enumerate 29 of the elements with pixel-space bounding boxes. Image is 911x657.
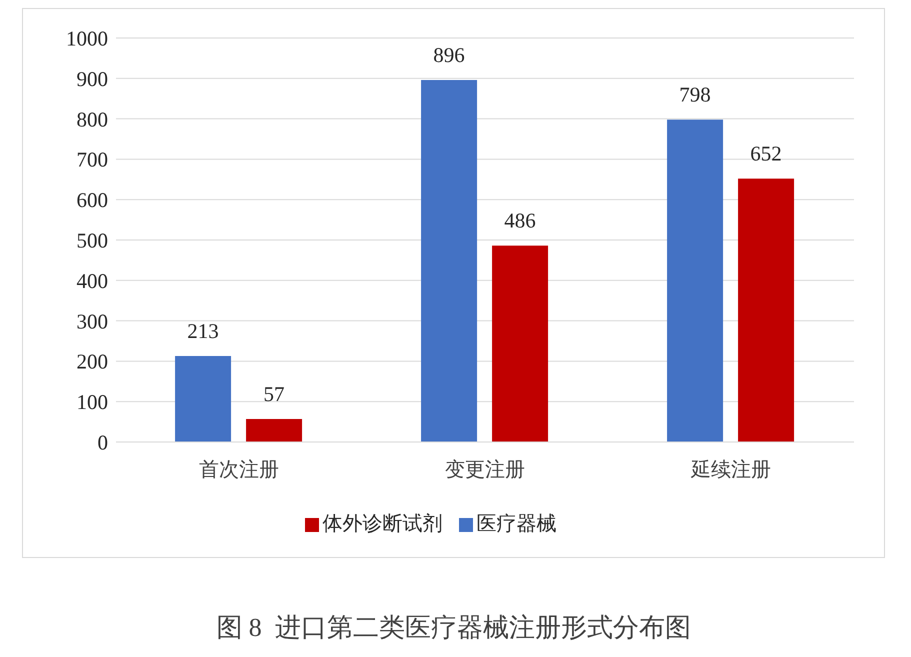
y-tick-label: 0: [98, 430, 108, 454]
x-tick-label: 首次注册: [199, 457, 279, 482]
bar: [421, 80, 478, 442]
y-tick-label: 900: [76, 66, 108, 91]
y-tick-label: 300: [76, 309, 108, 334]
legend-label: 医疗器械: [476, 511, 556, 535]
y-tick-label: 600: [76, 188, 108, 212]
y-tick-label: 100: [76, 390, 108, 414]
data-label: 213: [187, 318, 219, 343]
data-label: 652: [750, 142, 782, 166]
x-tick-label: 延续注册: [690, 457, 771, 482]
text: 图 8 进口第二类医疗器械注册形式分布图: [215, 612, 692, 644]
y-tick-label: 1000: [66, 26, 108, 50]
bar: [175, 356, 232, 442]
bar: [246, 418, 302, 442]
legend-label: 体外诊断试剂: [322, 511, 442, 535]
bar: [667, 120, 724, 442]
data-label: 798: [679, 82, 711, 107]
data-label: 57: [264, 382, 285, 406]
data-label: 486: [504, 208, 536, 233]
bar: [492, 246, 548, 442]
data-label: 896: [433, 43, 465, 68]
y-tick-label: 400: [76, 268, 108, 293]
y-tick-label: 200: [76, 350, 108, 374]
x-tick-label: 变更注册: [445, 457, 525, 482]
y-tick-label: 700: [76, 148, 108, 172]
y-tick-label: 800: [76, 107, 108, 132]
y-tick-label: 500: [76, 228, 108, 252]
bar: [738, 178, 794, 442]
